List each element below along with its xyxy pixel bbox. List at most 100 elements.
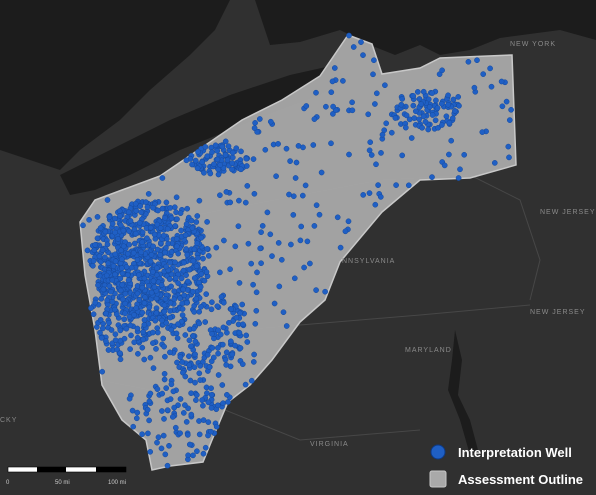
well-marker [141,275,148,282]
well-marker [188,390,194,397]
well-marker [371,57,377,64]
well-marker [235,223,242,230]
well-marker [129,407,136,414]
legend-label: Interpretation Well [458,445,572,460]
well-marker [373,161,379,168]
well-marker [506,117,513,123]
well-marker [288,241,294,248]
well-marker [197,362,204,369]
well-marker [141,317,148,323]
well-marker [455,175,462,181]
well-marker [167,308,173,314]
well-marker [109,220,116,227]
well-marker [178,227,184,234]
well-marker [243,163,250,169]
well-marker [133,415,140,422]
well-marker [185,278,191,285]
well-marker [251,351,257,358]
well-marker [96,253,103,260]
well-marker [491,160,498,166]
well-marker [206,364,213,371]
well-marker [239,361,246,368]
well-marker [410,93,417,99]
well-marker [171,288,178,295]
well-marker [375,182,381,188]
well-marker [135,272,142,278]
well-marker [313,89,319,96]
well-marker [123,264,130,270]
well-marker [465,58,472,65]
state-label: NNSYLVANIA [342,258,395,265]
well-marker [414,89,421,95]
well-marker [191,309,198,315]
scale-bar-segment [96,467,126,472]
well-marker [150,243,157,250]
well-marker [150,365,157,371]
well-marker [224,391,230,398]
well-marker [119,265,125,271]
well-marker [160,335,167,342]
well-marker [115,236,121,242]
well-marker [215,350,221,357]
well-marker [488,83,495,90]
well-marker [381,127,388,134]
well-marker [86,216,92,223]
well-marker [311,116,318,122]
well-marker [189,161,195,168]
well-marker [322,288,328,295]
well-marker [258,229,264,236]
well-marker [204,351,211,358]
well-marker [275,141,281,147]
well-marker [179,359,186,365]
well-marker [150,340,156,346]
well-marker [330,111,336,117]
well-marker [191,246,198,253]
well-marker [113,311,120,318]
well-marker [313,287,319,293]
well-marker [237,310,243,317]
well-marker [429,90,436,96]
well-marker [135,350,141,357]
well-marker [271,300,278,307]
well-marker [225,399,231,405]
well-marker [217,269,223,276]
well-marker [183,246,190,252]
well-marker [227,199,234,206]
well-marker [222,138,229,145]
well-marker [227,338,234,345]
well-marker [90,258,97,264]
well-marker [177,396,184,402]
well-marker [196,431,203,438]
well-marker [151,231,158,238]
well-marker [377,194,384,200]
well-marker [227,266,233,273]
well-marker [84,247,91,254]
well-marker [109,299,116,305]
well-marker [250,359,257,365]
well-marker [161,343,167,350]
well-marker [178,275,185,282]
well-marker [120,243,127,250]
well-marker [242,199,249,206]
well-marker [200,255,206,262]
well-marker [368,152,375,158]
state-label: NEW YORK [510,41,556,48]
well-marker [310,142,317,148]
well-marker [145,191,152,197]
well-marker [276,283,283,290]
well-marker [179,306,186,312]
well-marker [244,183,251,189]
well-marker [223,189,230,195]
well-marker [117,350,123,357]
well-marker [161,302,168,309]
well-marker [126,241,133,248]
well-marker [175,280,181,286]
well-marker [304,238,311,245]
well-marker [106,214,113,220]
well-marker [337,244,344,251]
well-marker [134,409,141,416]
well-marker [134,290,141,297]
well-marker [456,102,462,109]
well-marker [202,144,209,150]
